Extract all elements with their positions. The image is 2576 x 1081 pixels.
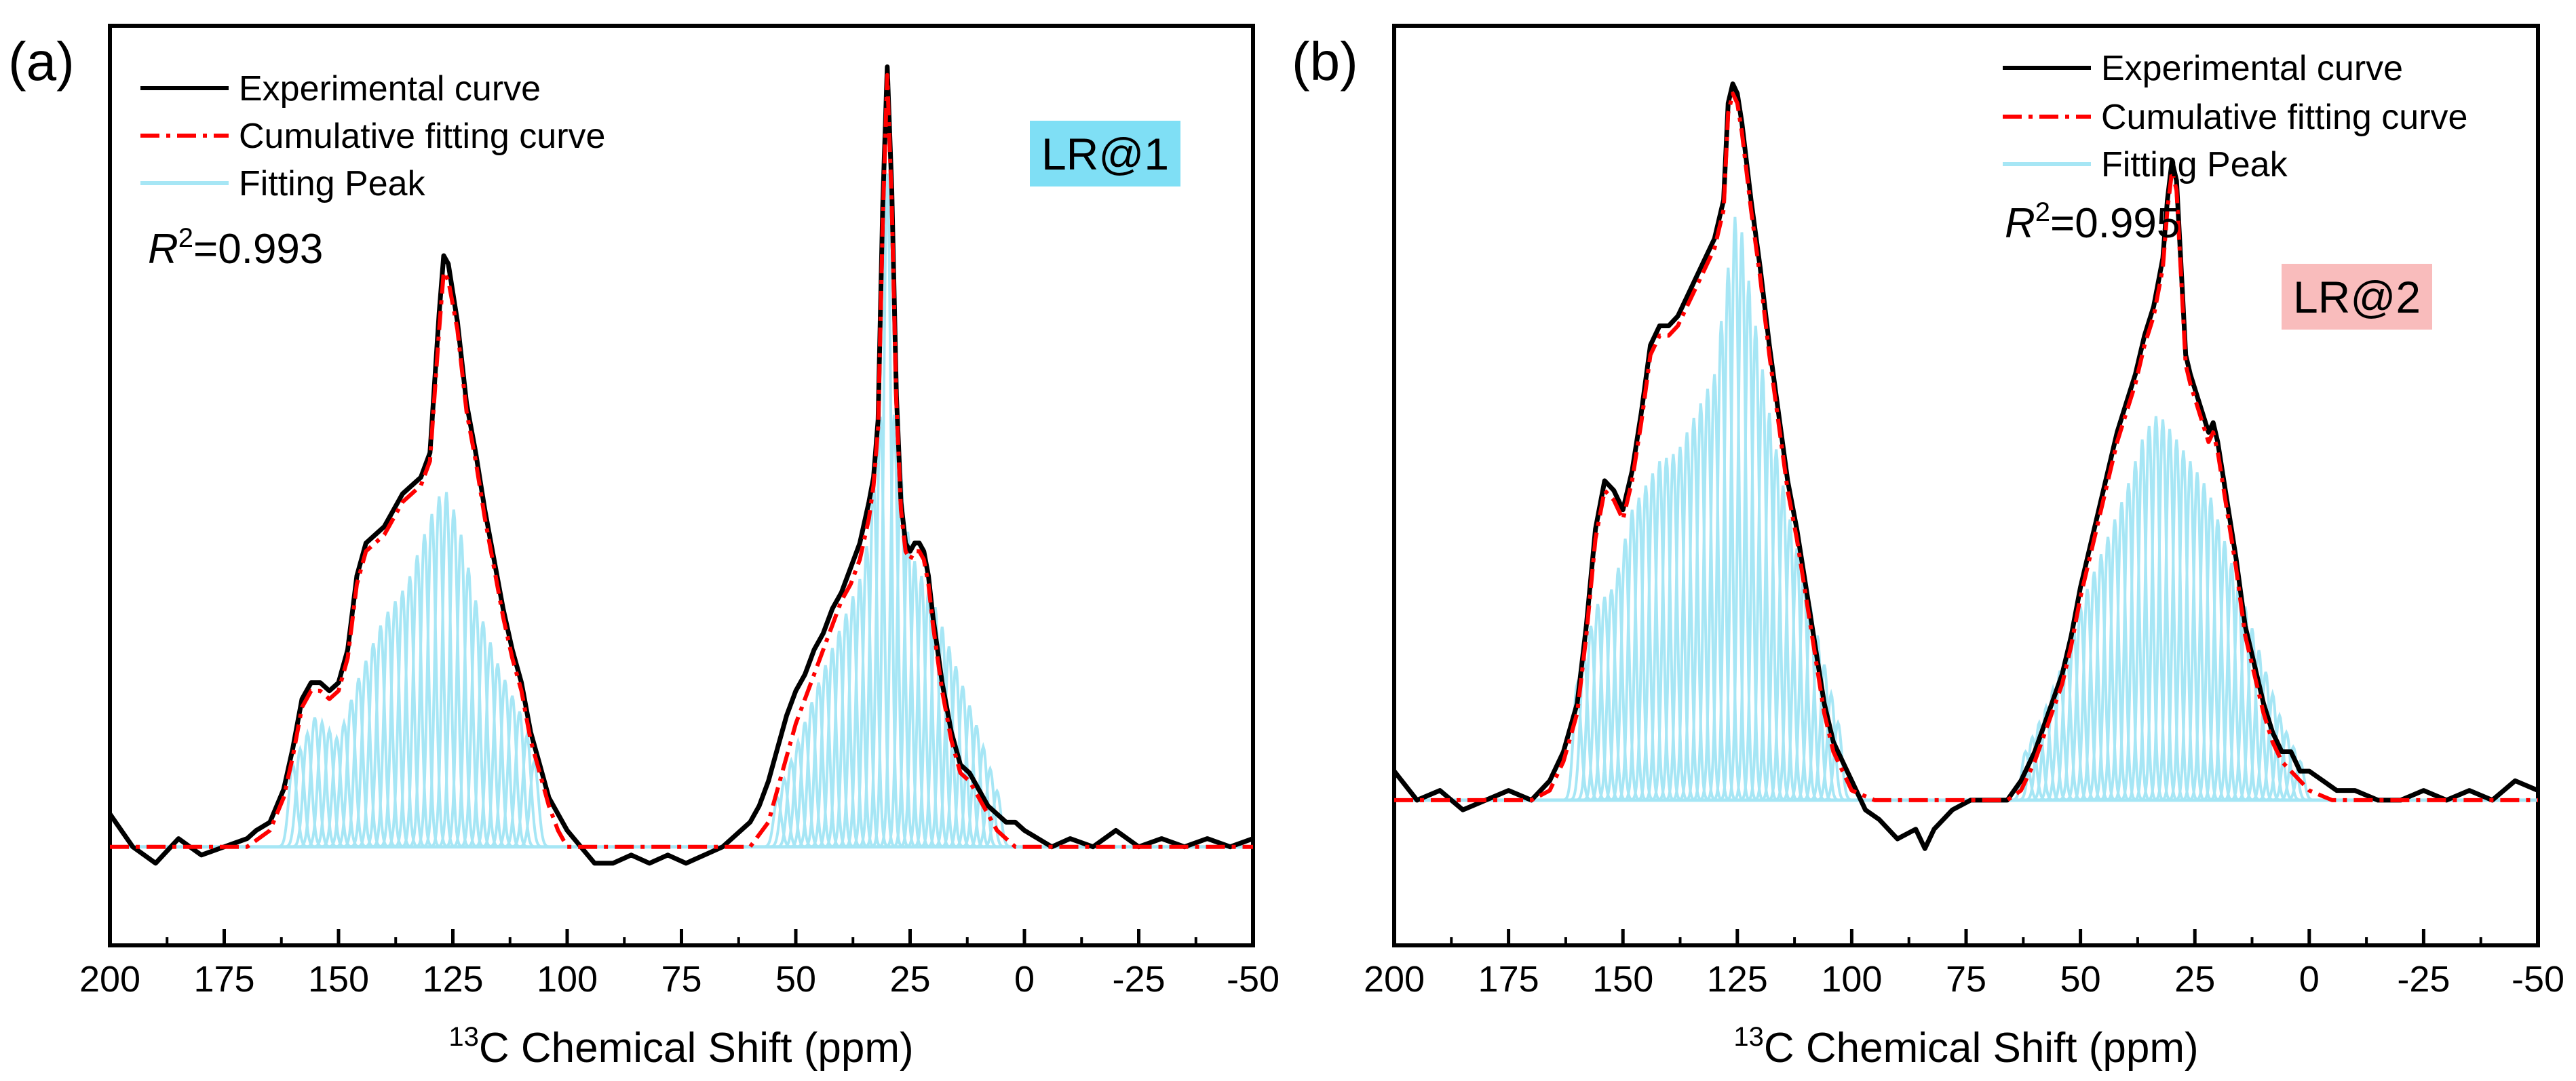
x-tick-label: 50: [2060, 959, 2101, 1000]
panel-b-sample-badge: [2282, 264, 2432, 330]
panel-a-sample-badge: [1030, 121, 1180, 186]
x-tick-label: 0: [1014, 959, 1035, 1000]
x-tick-label: 50: [775, 959, 816, 1000]
experimental-curve: [108, 64, 1254, 866]
legend-peak-label: Fitting Peak: [239, 164, 426, 203]
x-tick-label: 0: [2299, 959, 2320, 1000]
panel-a-x-axis-label: 13C Chemical Shift (ppm): [448, 1022, 913, 1072]
experimental-curve: [1392, 81, 2539, 851]
x-tick-label: 25: [889, 959, 930, 1000]
x-tick-label: -50: [1227, 959, 1280, 1000]
panel-b: (b) 200 175 150 125 100 75 50 25 0 -25 -50 Experim…: [1292, 24, 2564, 1072]
panel-b-curves: [1392, 81, 2539, 851]
x-tick-label: 150: [1592, 959, 1653, 1000]
panel-a-fitting-peaks: [110, 173, 1253, 849]
x-tick-label: 125: [422, 959, 483, 1000]
x-tick-label: 100: [537, 959, 598, 1000]
panel-b-sample-label: LR@2: [2293, 272, 2421, 322]
panel-b-x-ticks: 200 175 150 125 100 75 50 25 0 -25 -50: [1364, 929, 2564, 1000]
x-tick-label: 175: [193, 959, 254, 1000]
panel-a-sample-label: LR@1: [1041, 129, 1169, 179]
panel-b-label: (b): [1292, 31, 1358, 92]
panel-b-legend: Experimental curve Cumulative fitting cu…: [2003, 49, 2467, 184]
x-tick-label: 75: [661, 959, 701, 1000]
panel-a-legend: Experimental curve Cumulative fitting cu…: [140, 69, 605, 203]
panel-a: (a) 200 175 150 125 100 75 50 25 0 -25 -50 Experim…: [8, 24, 1280, 1072]
x-tick-label: 100: [1821, 959, 1882, 1000]
x-tick-label: -50: [2512, 959, 2564, 1000]
panel-b-fitting-peaks: [1394, 216, 2538, 802]
cumulative-fitting-curve: [1394, 91, 2538, 802]
panel-a-r2: R2=0.993: [148, 223, 323, 273]
panel-a-curves: [108, 64, 1254, 866]
cumulative-fitting-curve: [110, 73, 1253, 849]
x-tick-label: 200: [1364, 959, 1425, 1000]
x-tick-label: 125: [1707, 959, 1768, 1000]
panel-b-r2: R2=0.995: [2005, 197, 2180, 247]
legend-experimental-label: Experimental curve: [2101, 49, 2403, 88]
legend-fit-label: Cumulative fitting curve: [2101, 98, 2467, 137]
panel-a-x-ticks: 200 175 150 125 100 75 50 25 0 -25 -50: [79, 929, 1280, 1000]
x-tick-label: 200: [79, 959, 140, 1000]
legend-peak-label: Fitting Peak: [2101, 145, 2288, 184]
x-tick-label: 150: [308, 959, 369, 1000]
x-tick-label: 175: [1478, 959, 1539, 1000]
x-tick-label: 75: [1946, 959, 1986, 1000]
panel-a-label: (a): [8, 31, 75, 92]
x-tick-label: -25: [1112, 959, 1165, 1000]
x-tick-label: 25: [2174, 959, 2215, 1000]
x-tick-label: -25: [2397, 959, 2450, 1000]
legend-experimental-label: Experimental curve: [239, 69, 541, 109]
panel-b-x-axis-label: 13C Chemical Shift (ppm): [1733, 1022, 2198, 1072]
legend-fit-label: Cumulative fitting curve: [239, 117, 605, 156]
